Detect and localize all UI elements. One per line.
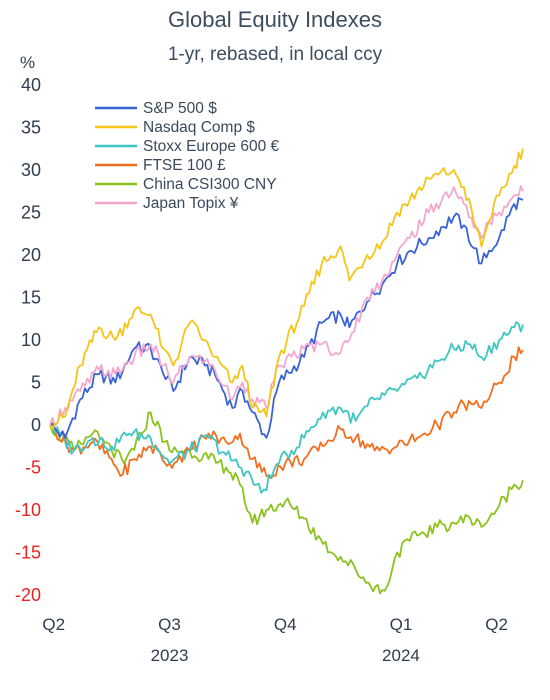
x-year-label: 2024	[382, 646, 420, 665]
series-line	[49, 411, 524, 595]
x-tick-label: Q4	[274, 615, 297, 634]
y-tick-label: 35	[21, 118, 41, 138]
x-tick-label: Q2	[42, 615, 65, 634]
y-axis-unit-label: %	[20, 53, 35, 72]
x-tick-label: Q2	[485, 615, 508, 634]
y-tick-label: -20	[15, 585, 41, 605]
y-axis-ticks: 40 35 30 25 20 15 10 5 0 -5 -10 -15 -20	[15, 75, 41, 605]
series-line	[49, 185, 524, 427]
legend: S&P 500 $ Nasdaq Comp $ Stoxx Europe 600 €…	[95, 100, 280, 212]
legend-label: S&P 500 $	[143, 100, 217, 117]
y-tick-label: 15	[21, 288, 41, 308]
y-tick-label: 5	[31, 373, 41, 393]
y-tick-label: 25	[21, 203, 41, 223]
legend-label: Nasdaq Comp $	[143, 119, 255, 136]
x-year-label: 2023	[151, 646, 189, 665]
series-line	[49, 321, 524, 494]
legend-label: Japan Topix ¥	[143, 195, 239, 212]
series-line	[49, 346, 524, 480]
series-line	[49, 197, 524, 439]
legend-label: FTSE 100 £	[143, 157, 226, 174]
y-tick-label: 10	[21, 330, 41, 350]
x-tick-label: Q1	[390, 615, 413, 634]
chart-title: Global Equity Indexes	[168, 7, 382, 32]
x-tick-label: Q3	[158, 615, 181, 634]
y-tick-label: -5	[25, 458, 41, 478]
legend-label: China CSI300 CNY	[143, 176, 277, 193]
y-tick-label: 30	[21, 160, 41, 180]
x-axis-ticks: Q2 Q3 Q4 Q1 Q2 2023 2024	[42, 615, 507, 665]
y-tick-label: -15	[15, 543, 41, 563]
y-tick-label: 0	[31, 415, 41, 435]
series-lines	[49, 148, 524, 595]
y-tick-label: 40	[21, 75, 41, 95]
chart-subtitle: 1-yr, rebased, in local ccy	[168, 44, 383, 65]
series-line	[49, 148, 524, 431]
legend-label: Stoxx Europe 600 €	[143, 138, 280, 155]
y-tick-label: 20	[21, 245, 41, 265]
y-tick-label: -10	[15, 500, 41, 520]
